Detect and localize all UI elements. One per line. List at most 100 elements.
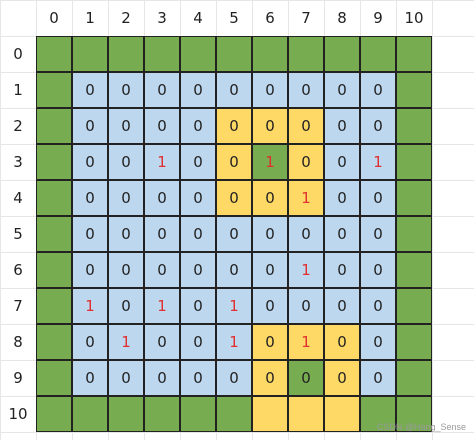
grid-cell: 0: [360, 72, 396, 108]
column-header: 9: [373, 9, 383, 27]
grid-cell: 0: [288, 72, 324, 108]
grid-cell: 1: [288, 324, 324, 360]
grid-cell: [144, 396, 180, 432]
grid-cell: 0: [324, 180, 360, 216]
grid-cell: 0: [360, 108, 396, 144]
grid-cell: 1: [144, 144, 180, 180]
row-header: 8: [13, 333, 23, 351]
grid-cell: 0: [180, 72, 216, 108]
grid-cell: 0: [324, 360, 360, 396]
grid-cell: [36, 288, 72, 324]
grid-cell: 0: [324, 72, 360, 108]
grid-cell: 0: [288, 108, 324, 144]
grid-cell: [36, 72, 72, 108]
grid-cell: 0: [180, 360, 216, 396]
row-header: 1: [13, 81, 23, 99]
grid-cell: [396, 252, 432, 288]
grid-cell: 0: [216, 216, 252, 252]
grid-cell: 0: [72, 252, 108, 288]
grid-cell: 0: [144, 216, 180, 252]
grid-cell: [36, 252, 72, 288]
grid-cell: [396, 324, 432, 360]
grid-cell: [252, 36, 288, 72]
grid-cell: 0: [144, 360, 180, 396]
grid-cell: [216, 396, 252, 432]
column-header: 1: [85, 9, 95, 27]
grid-cell: 0: [324, 288, 360, 324]
grid-cell: [360, 36, 396, 72]
grid-cell: 0: [288, 360, 324, 396]
grid-cell: 0: [216, 180, 252, 216]
grid-cell: [396, 360, 432, 396]
grid-cell: 0: [252, 216, 288, 252]
grid-cell: 0: [72, 144, 108, 180]
grid-cell: [396, 36, 432, 72]
grid-cell: 0: [360, 216, 396, 252]
grid-cell: [72, 396, 108, 432]
grid-cell: 1: [144, 288, 180, 324]
column-header: 7: [301, 9, 311, 27]
grid-cell: 0: [72, 180, 108, 216]
grid-cell: [324, 36, 360, 72]
grid-cell: [144, 36, 180, 72]
column-header: 2: [121, 9, 131, 27]
grid-cell: [36, 216, 72, 252]
grid-cell: 1: [72, 288, 108, 324]
grid-cell: 1: [288, 180, 324, 216]
grid-cell: 0: [360, 288, 396, 324]
column-header: 10: [404, 9, 424, 27]
row-header: 3: [13, 153, 23, 171]
grid-cell: 0: [72, 108, 108, 144]
grid-cell: 0: [288, 216, 324, 252]
grid-cell: 0: [72, 216, 108, 252]
grid-cell: 0: [288, 288, 324, 324]
grid-cell: [288, 36, 324, 72]
grid-cell: 0: [180, 108, 216, 144]
grid-cell: 0: [72, 360, 108, 396]
grid-cell: 0: [180, 288, 216, 324]
grid-cell: 1: [108, 324, 144, 360]
grid-cell: 0: [108, 252, 144, 288]
grid-cell: 0: [252, 180, 288, 216]
grid-cell: 0: [144, 324, 180, 360]
grid-cell: [36, 360, 72, 396]
grid-cell: [108, 36, 144, 72]
guide-line: [0, 0, 1, 440]
row-header: 2: [13, 117, 23, 135]
grid-cell: 0: [180, 252, 216, 288]
grid-cell: 0: [180, 324, 216, 360]
grid-cell: 1: [360, 144, 396, 180]
grid-cell: 0: [108, 288, 144, 324]
grid-cell: [108, 396, 144, 432]
grid-cell: 0: [108, 360, 144, 396]
column-header: 8: [337, 9, 347, 27]
grid-cell: [396, 144, 432, 180]
grid-cell: 0: [108, 144, 144, 180]
grid-cell: 0: [180, 216, 216, 252]
row-header: 0: [13, 45, 23, 63]
grid-cell: 0: [108, 108, 144, 144]
grid-cell: [252, 396, 288, 432]
grid-cell: [396, 288, 432, 324]
grid-cell: 0: [216, 72, 252, 108]
grid-cell: 1: [216, 324, 252, 360]
grid-cell: 0: [216, 252, 252, 288]
grid-cell: 0: [72, 324, 108, 360]
guide-line: [0, 0, 474, 1]
grid-cell: [396, 72, 432, 108]
grid-cell: 0: [360, 360, 396, 396]
grid-cell: 0: [324, 252, 360, 288]
row-header: 7: [13, 297, 23, 315]
row-header: 6: [13, 261, 23, 279]
column-header: 5: [229, 9, 239, 27]
grid-cell: 0: [108, 180, 144, 216]
grid-cell: 0: [252, 288, 288, 324]
grid-cell: 0: [216, 144, 252, 180]
grid-cell: 0: [324, 144, 360, 180]
grid-cell: [396, 180, 432, 216]
grid-cell: 0: [72, 72, 108, 108]
column-header: 0: [49, 9, 59, 27]
grid-cell: 0: [252, 324, 288, 360]
grid-cell: 0: [216, 360, 252, 396]
